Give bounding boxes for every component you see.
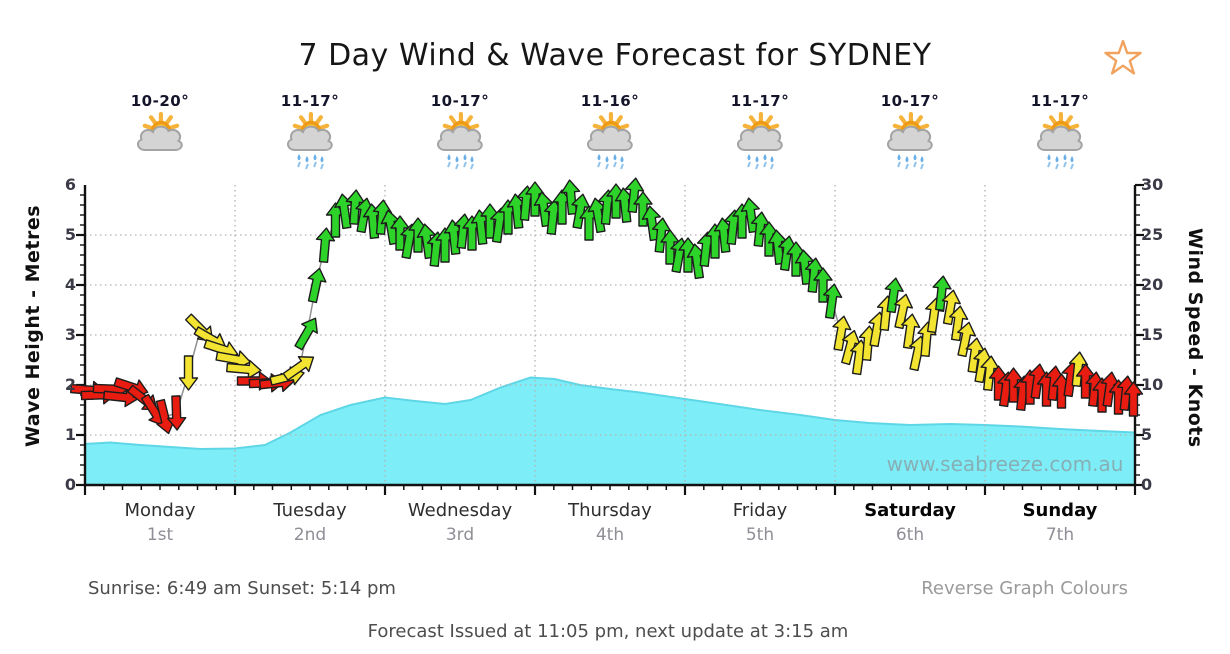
- day-temp-range: 11-16°: [580, 92, 640, 110]
- wind-arrow: [294, 317, 318, 351]
- wind-arrow: [282, 356, 315, 381]
- wind-arrow: [624, 177, 645, 214]
- day-label-cell: Monday 1st: [85, 500, 235, 545]
- wind-arrow: [901, 313, 921, 350]
- day-header-cell: 11-16°: [535, 92, 685, 170]
- wind-arrow: [813, 267, 833, 303]
- day-temp-range: 11-17°: [730, 92, 790, 110]
- page-title: 7 Day Wind & Wave Forecast for SYDNEY: [298, 38, 932, 73]
- day-header-cell: 10-17°: [835, 92, 985, 170]
- day-name: Tuesday: [273, 500, 347, 521]
- day-date: 6th: [895, 525, 925, 545]
- wind-arrow: [884, 277, 904, 314]
- wind-arrow: [166, 395, 187, 431]
- day-date: 7th: [1045, 525, 1075, 545]
- wave-height-tick: 2: [64, 375, 76, 394]
- wave-height-tick: 4: [64, 275, 76, 294]
- wave-height-tick: 5: [64, 225, 76, 244]
- day-date: 3rd: [445, 525, 475, 545]
- wave-height-tick: 3: [64, 325, 76, 344]
- day-label-cell: Friday 5th: [685, 500, 835, 545]
- rain-cloud-sun-icon: [286, 112, 333, 170]
- wind-arrow: [641, 205, 661, 242]
- wind-arrow: [949, 305, 969, 342]
- wind-speed-tick: 0: [1141, 475, 1153, 494]
- wind-arrows: [70, 177, 1144, 435]
- right-axis-label: Wind Speed - Knots: [1184, 228, 1206, 448]
- day-temp-range: 10-17°: [430, 92, 490, 110]
- wave-height-area: [84, 376, 1136, 485]
- day-header-cell: 11-17°: [985, 92, 1135, 170]
- wind-arrow: [832, 315, 852, 352]
- day-name: Saturday: [864, 500, 956, 521]
- rain-cloud-sun-icon: [736, 112, 783, 170]
- day-name: Thursday: [568, 500, 652, 521]
- day-name: Monday: [124, 500, 196, 521]
- wind-arrow: [932, 275, 952, 312]
- wind-arrow: [957, 321, 977, 358]
- rain-cloud-sun-icon: [886, 112, 933, 170]
- wind-arrow: [315, 227, 336, 263]
- day-label-cell: Wednesday 3rd: [385, 500, 535, 545]
- wind-speed-tick: 25: [1141, 225, 1164, 244]
- day-header-cell: 11-17°: [235, 92, 385, 170]
- day-date: 2nd: [293, 525, 327, 545]
- wind-arrow: [1123, 381, 1144, 417]
- reverse-graph-colours-link[interactable]: Reverse Graph Colours: [921, 578, 1128, 599]
- wind-arrow: [178, 355, 199, 391]
- day-temp-range: 11-17°: [1030, 92, 1090, 110]
- wave-height-tick: 6: [64, 175, 76, 194]
- day-date: 5th: [745, 525, 775, 545]
- day-name: Wednesday: [407, 500, 513, 521]
- rain-cloud-sun-icon: [1036, 112, 1083, 170]
- rain-cloud-sun-icon: [586, 112, 633, 170]
- wind-arrow: [307, 267, 327, 304]
- wind-speed-tick: 5: [1141, 425, 1153, 444]
- day-temp-range: 10-17°: [880, 92, 940, 110]
- day-label-cell: Tuesday 2nd: [235, 500, 385, 545]
- day-date: 1st: [146, 525, 174, 545]
- rain-cloud-sun-icon: [436, 112, 483, 170]
- wind-speed-tick: 10: [1141, 375, 1164, 394]
- days-header: 10-20° 11-17° 10-17° 11-16° 11-17° 10-17° 11-1…: [85, 92, 1135, 170]
- day-header-cell: 11-17°: [685, 92, 835, 170]
- sunrise-sunset-text: Sunrise: 6:49 am Sunset: 5:14 pm: [88, 578, 396, 599]
- day-header-cell: 10-17°: [385, 92, 535, 170]
- wind-arrow: [823, 283, 843, 320]
- wind-arrow: [894, 293, 914, 330]
- wave-height-tick: 1: [64, 425, 76, 444]
- day-date: 4th: [595, 525, 625, 545]
- day-label-cell: Sunday 7th: [985, 500, 1135, 545]
- day-label-cell: Saturday 6th: [835, 500, 985, 545]
- favorite-star-icon[interactable]: [1103, 38, 1143, 78]
- day-labels-row: Monday 1st Tuesday 2nd Wednesday 3rd Thursday 4…: [85, 500, 1135, 545]
- wave-height-tick: 0: [64, 475, 76, 494]
- partly-cloudy-icon: [136, 112, 183, 151]
- gridlines: [85, 185, 1135, 485]
- wind-arrow: [633, 191, 653, 227]
- wind-speed-tick: 30: [1141, 175, 1164, 194]
- day-header-cell: 10-20°: [85, 92, 235, 170]
- watermark: www.seabreeze.com.au: [886, 452, 1124, 476]
- day-label-cell: Thursday 4th: [535, 500, 685, 545]
- wind-arrow: [941, 289, 961, 326]
- wind-speed-tick: 20: [1141, 275, 1164, 294]
- left-axis-label: Wave Height - Metres: [22, 204, 44, 447]
- day-temp-range: 10-20°: [130, 92, 190, 110]
- day-temp-range: 11-17°: [280, 92, 340, 110]
- day-name: Friday: [732, 500, 788, 521]
- wind-speed-tick: 15: [1141, 325, 1164, 344]
- day-name: Sunday: [1022, 500, 1098, 521]
- forecast-issued-text: Forecast Issued at 11:05 pm, next update…: [367, 621, 849, 642]
